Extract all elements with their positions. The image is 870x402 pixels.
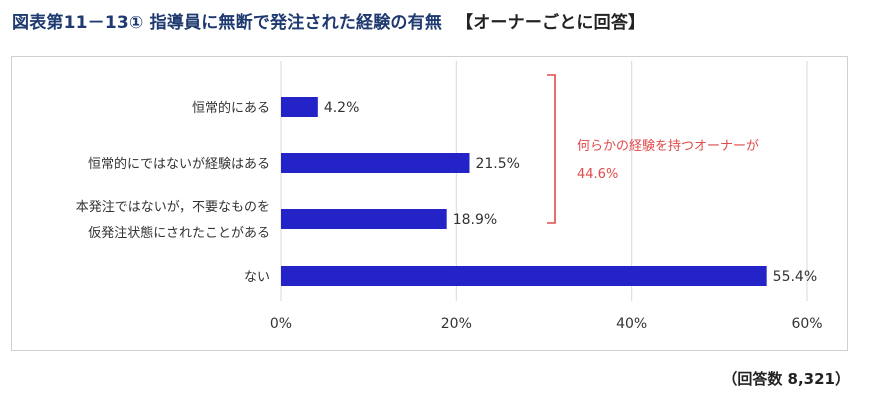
bar [281, 266, 767, 286]
bar-chart: 0% 20% 40% 60% 4.2% 恒常的にある 21.5% 恒常的にではないが経験はある… [76, 61, 823, 332]
x-tick-label: 40% [616, 316, 647, 332]
annotation-value: 44.6% [577, 167, 618, 182]
annotation-bracket [547, 74, 556, 224]
bar-value-label: 21.5% [475, 156, 519, 172]
category-label: ない [244, 270, 270, 285]
bar-value-label: 4.2% [324, 100, 360, 116]
bar-value-label: 55.4% [773, 269, 817, 285]
x-tick-label: 20% [441, 316, 472, 332]
category-label: 恒常的にではないが経験はある [88, 156, 270, 172]
bar [281, 153, 470, 173]
annotation-text: 何らかの経験を持つオーナーが [577, 138, 759, 154]
chart-title: 図表第11－13① 指導員に無断で発注された経験の有無 【オーナーごとに回答】 [12, 8, 645, 33]
category-label: 仮発注状態にされたことがある [88, 225, 270, 241]
bar [281, 209, 447, 229]
x-tick-label: 60% [791, 316, 822, 332]
chart-frame: 0% 20% 40% 60% 4.2% 恒常的にある 21.5% 恒常的にではないが経験はある… [11, 56, 848, 351]
x-tick-label: 0% [270, 316, 292, 332]
chart-title-main: 図表第11－13① 指導員に無断で発注された経験の有無 [12, 13, 443, 33]
category-label: 恒常的にある [192, 100, 270, 116]
category-label: 本発注ではないが，不要なものを [76, 200, 270, 215]
chart-title-sub: 【オーナーごとに回答】 [456, 13, 646, 33]
bar-value-label: 18.9% [453, 212, 497, 228]
bar [281, 97, 318, 117]
response-count: （回答数 8,321） [722, 370, 850, 388]
